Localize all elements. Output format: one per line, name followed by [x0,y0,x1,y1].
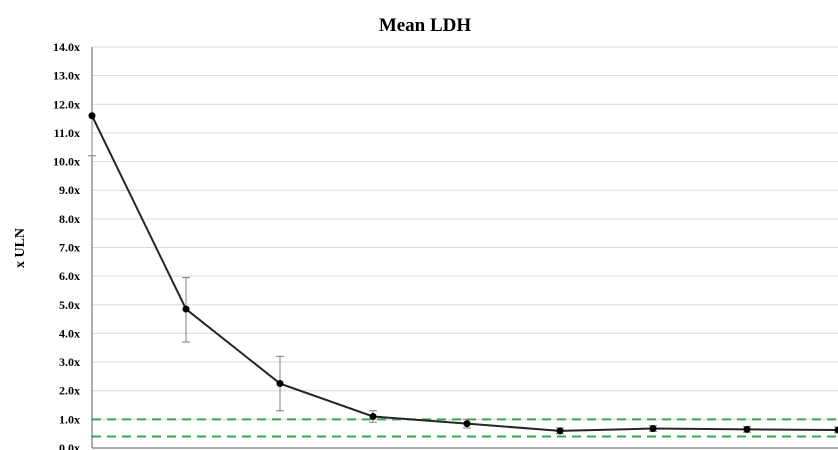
error-bars [88,115,838,435]
data-point [88,112,96,120]
y-tick-label: 14.0x [53,40,80,54]
y-tick-label: 3.0x [59,355,80,369]
y-tick-label: 5.0x [59,298,80,312]
data-point [276,380,284,388]
y-tick-label: 11.0x [54,126,80,140]
series-line [91,115,838,432]
y-tick-labels: 0.0x 1.0x 2.0x 3.0x 4.0x 5.0x 6.0x 7.0x 8.0x 9.0x… [53,40,80,450]
y-tick-label: 0.0x [59,441,80,450]
data-point [834,426,838,434]
data-point [556,427,564,435]
y-tick-label: 6.0x [59,269,80,283]
data-point [182,305,190,313]
y-tick-label: 1.0x [59,412,80,426]
y-tick-label: 9.0x [59,183,80,197]
y-tick-label: 7.0x [59,241,80,255]
y-tick-label: 12.0x [53,97,80,111]
y-tick-label: 4.0x [59,326,80,340]
chart-title: Mean LDH [379,15,472,36]
y-axis-label: x ULN [13,228,28,268]
y-tick-label: 10.0x [53,155,80,169]
data-point [369,412,377,420]
data-point [743,425,751,433]
data-point [463,420,471,428]
data-points [88,112,838,435]
gridlines [92,46,838,420]
data-point [649,425,657,433]
y-tick-label: 2.0x [59,384,80,398]
y-tick-label: 13.0x [53,69,80,83]
reference-lines [92,418,838,438]
y-tick-label: 8.0x [59,212,80,226]
